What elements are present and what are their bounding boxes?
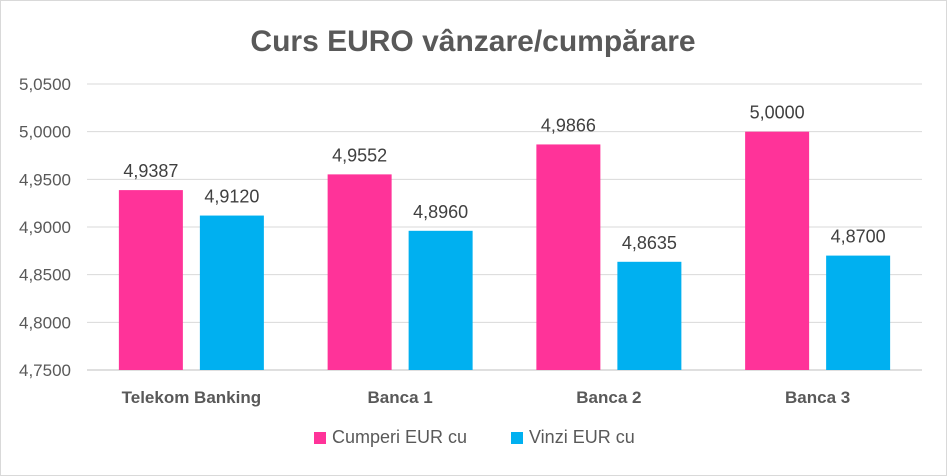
data-label: 4,8700 <box>831 227 886 247</box>
legend-label: Cumperi EUR cu <box>332 427 467 447</box>
y-axis-ticks: 4,7500 4,8000 4,8500 4,9000 4,9500 5,0000 5,05… <box>19 75 71 380</box>
data-label: 4,9120 <box>204 187 259 207</box>
y-tick-label: 5,0500 <box>19 75 71 94</box>
y-tick-label: 4,8500 <box>19 266 71 285</box>
data-labels: 4,9387 4,9120 4,9552 4,8960 4,9866 4,8635 5,00… <box>123 103 885 253</box>
legend: Cumperi EUR cu Vinzi EUR cu <box>314 427 635 447</box>
bar-buy <box>118 190 183 370</box>
y-tick-label: 5,0000 <box>19 123 71 142</box>
bar-sell <box>408 230 473 370</box>
data-label: 4,9866 <box>541 115 596 135</box>
bar-buy <box>536 144 601 370</box>
bar-sell <box>199 215 264 370</box>
data-label: 4,8960 <box>413 202 468 222</box>
x-axis-categories: Telekom Banking Banca 1 Banca 2 Banca 3 <box>122 388 851 407</box>
bars <box>118 131 891 370</box>
category-label: Telekom Banking <box>122 388 262 407</box>
bar-sell <box>826 255 891 370</box>
y-tick-label: 4,9000 <box>19 218 71 237</box>
bar-buy <box>327 174 392 370</box>
chart-title: Curs EURO vânzare/cumpărare <box>250 25 695 58</box>
y-tick-label: 4,9500 <box>19 170 71 189</box>
legend-label: Vinzi EUR cu <box>529 427 635 447</box>
data-label: 4,9387 <box>123 161 178 181</box>
y-tick-label: 4,8000 <box>19 313 71 332</box>
bar-sell <box>617 261 682 370</box>
category-label: Banca 1 <box>368 388 433 407</box>
data-label: 5,0000 <box>750 103 805 123</box>
legend-swatch <box>314 432 326 444</box>
data-label: 4,8635 <box>622 233 677 253</box>
data-label: 4,9552 <box>332 145 387 165</box>
category-label: Banca 2 <box>576 388 641 407</box>
y-tick-label: 4,7500 <box>19 361 71 380</box>
category-label: Banca 3 <box>785 388 850 407</box>
bar-buy <box>745 131 810 370</box>
legend-swatch <box>511 432 523 444</box>
